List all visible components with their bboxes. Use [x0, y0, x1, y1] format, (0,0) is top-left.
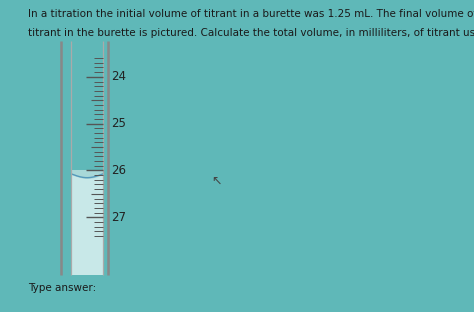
Text: 25: 25	[111, 117, 126, 130]
Text: In a titration the initial volume of titrant in a burette was 1.25 mL. The final: In a titration the initial volume of tit…	[28, 9, 474, 19]
Text: titrant in the burette is pictured. Calculate the total volume, in milliliters, : titrant in the burette is pictured. Calc…	[28, 28, 474, 38]
Text: 27: 27	[111, 211, 126, 224]
Text: 26: 26	[111, 164, 126, 177]
Text: Type answer:: Type answer:	[28, 283, 96, 293]
Text: ↖: ↖	[211, 174, 221, 188]
Text: 24: 24	[111, 70, 126, 83]
Bar	[72, 174, 103, 275]
